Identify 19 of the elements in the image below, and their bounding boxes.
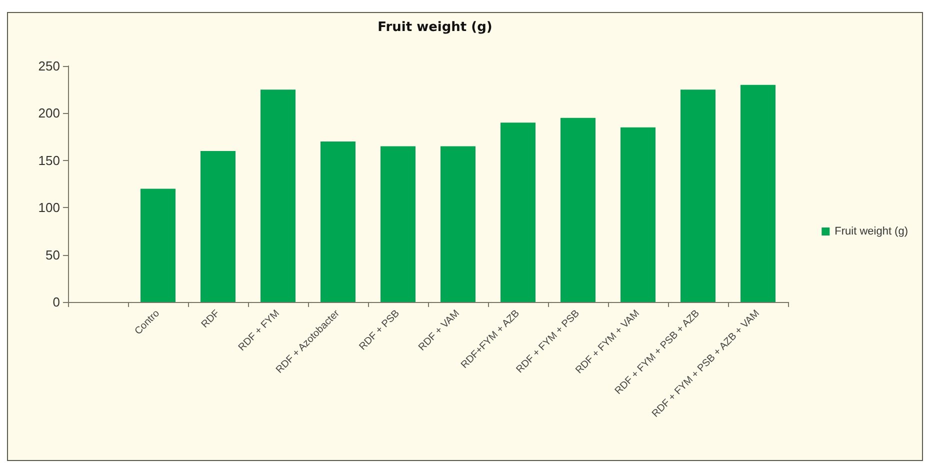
bar — [620, 127, 656, 302]
bar — [560, 118, 596, 302]
bar — [740, 84, 776, 302]
y-tick-label: 100 — [38, 200, 60, 216]
bar — [320, 142, 356, 302]
chart-title: Fruit weight (g) — [378, 20, 492, 35]
y-tick-label: 50 — [46, 247, 60, 262]
bar — [440, 146, 476, 302]
bar — [260, 90, 296, 302]
bar — [680, 90, 716, 302]
y-tick-label: 0 — [52, 294, 60, 310]
y-tick-label: 250 — [38, 58, 60, 74]
bar — [200, 150, 236, 302]
bar — [500, 122, 536, 302]
legend-label: Fruit weight (g) — [834, 226, 908, 238]
y-tick-label: 150 — [38, 152, 60, 168]
bar — [140, 188, 176, 302]
bar — [380, 146, 416, 302]
y-tick-label: 200 — [38, 106, 60, 121]
